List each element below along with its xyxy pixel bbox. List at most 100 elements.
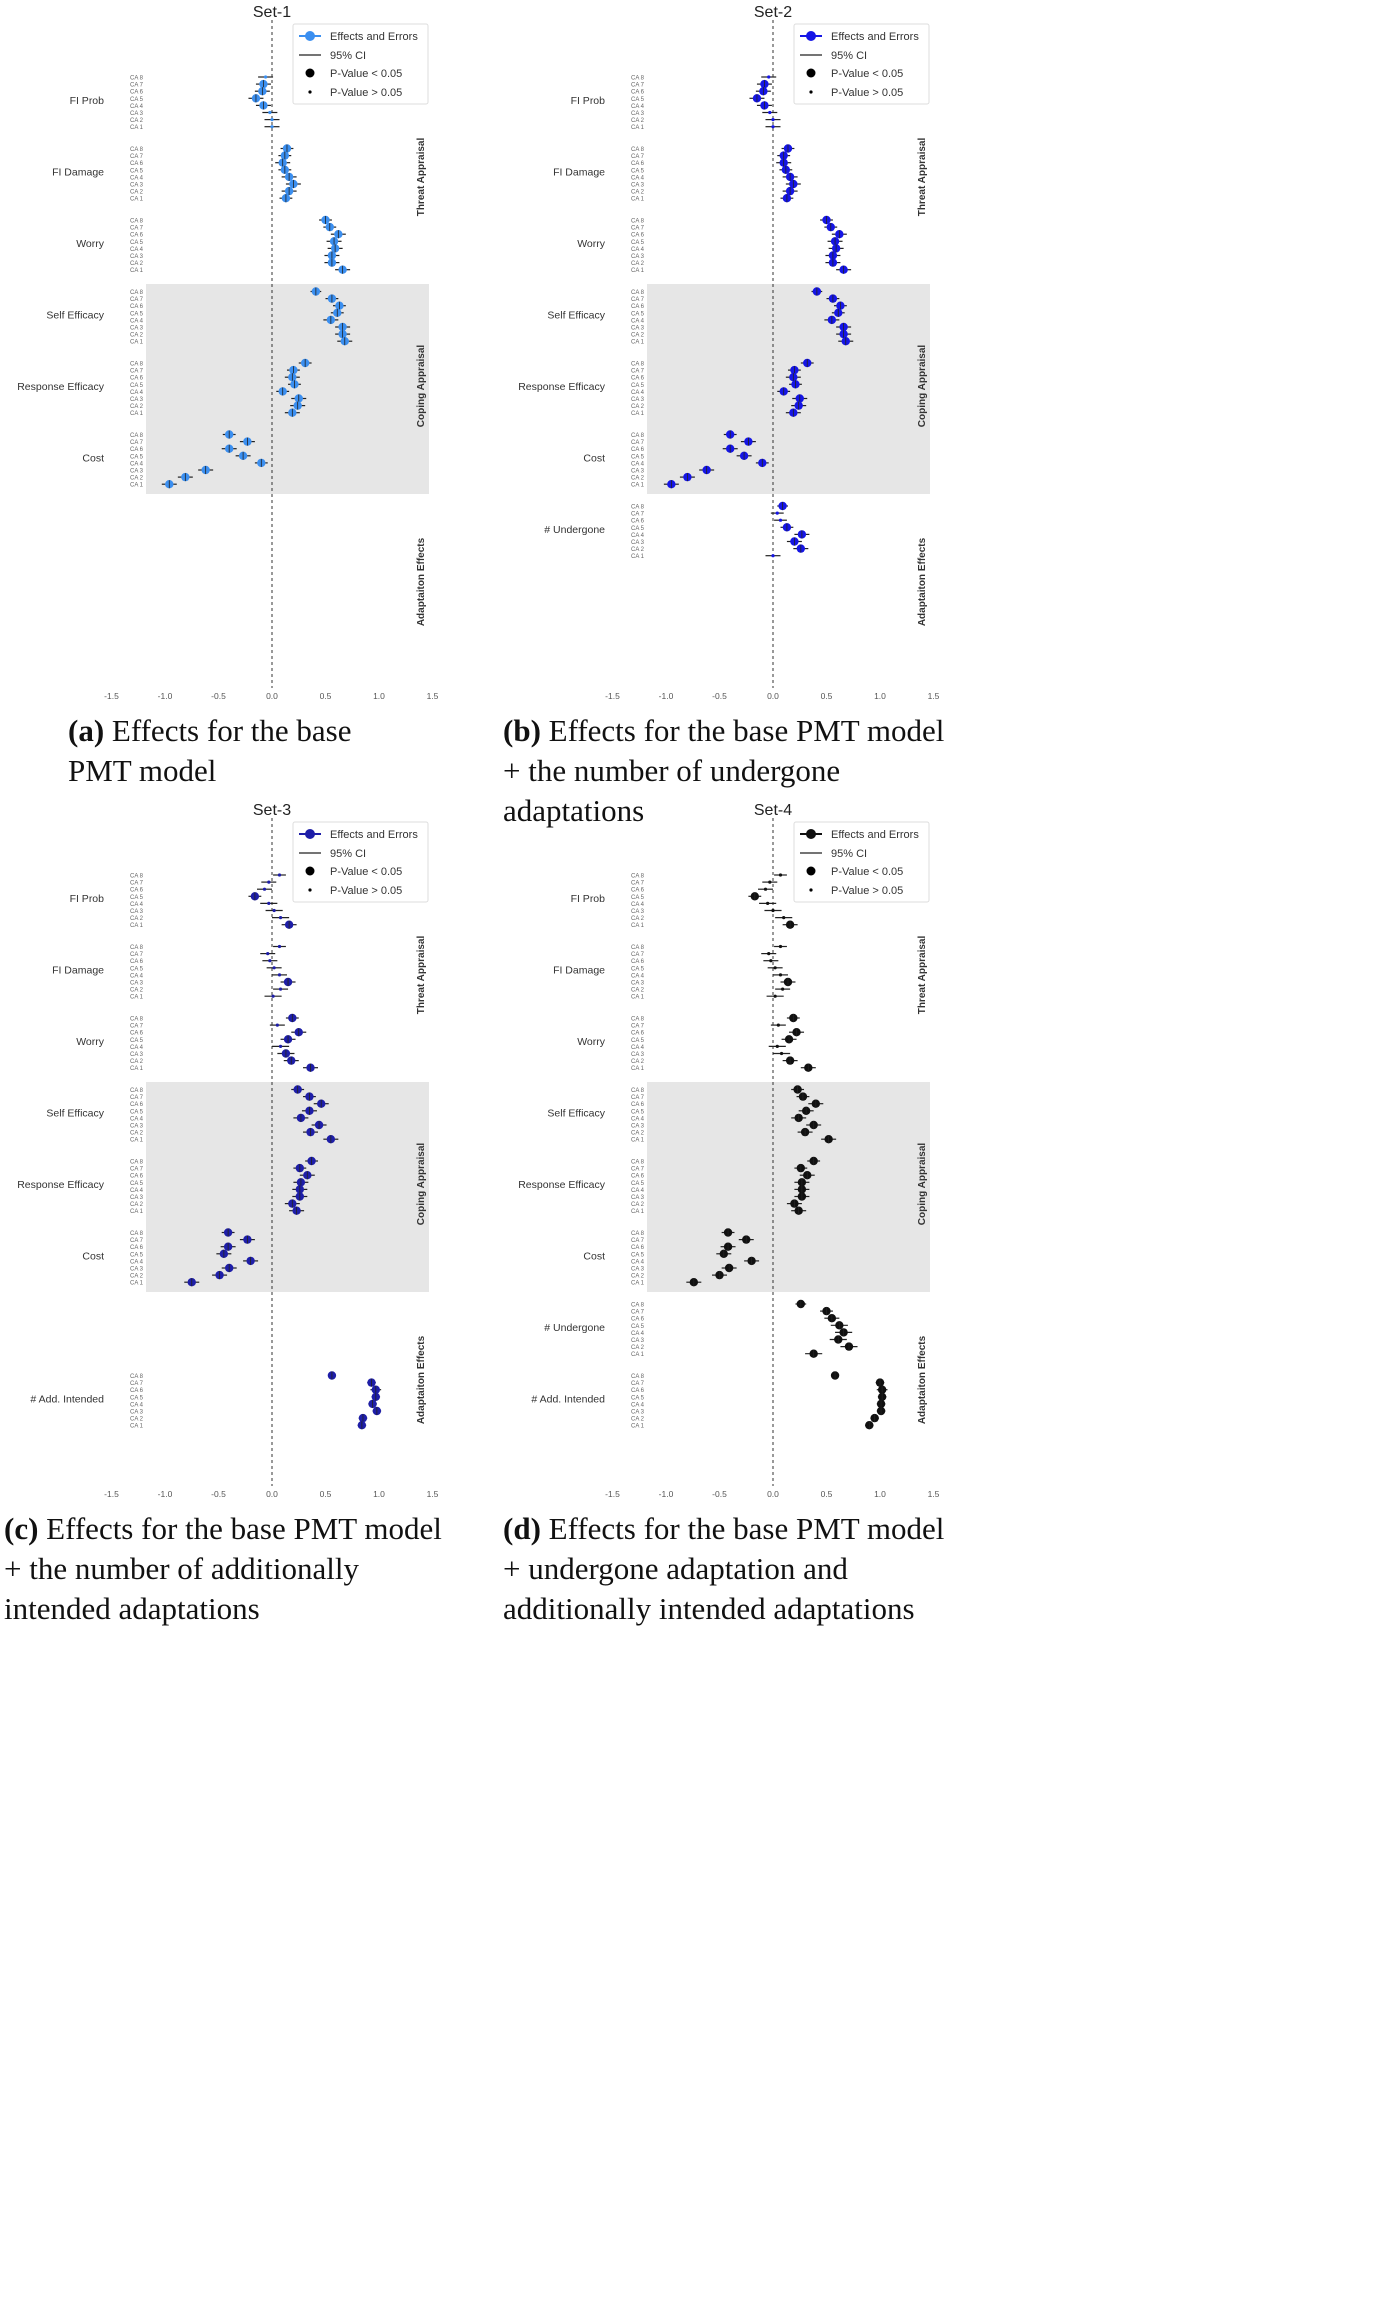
effect-point [267,880,271,884]
group-label: # Add. Intended [30,1394,104,1406]
row-label: CA 4 [631,973,645,979]
row-label: CA 6 [130,1388,144,1394]
row-label: CA 8 [631,1374,645,1380]
row-label: CA 2 [631,1131,645,1137]
x-tick-label: -1.5 [104,691,119,701]
row-label: CA 5 [631,1324,645,1330]
group-label: Worry [577,1036,606,1048]
group-label: Response Efficacy [17,1179,105,1191]
group-label: Self Efficacy [46,310,104,322]
row-label: CA 7 [130,440,144,446]
effect-point [270,118,274,122]
row-label: CA 3 [631,981,645,987]
row-label: CA 4 [130,175,144,181]
legend-marker [305,68,315,78]
row-label: CA 2 [631,1274,645,1280]
legend-label: P-Value > 0.05 [330,885,402,897]
caption-label: (b) [503,713,541,748]
row-label: CA 6 [130,959,144,965]
group-label: FI Prob [571,95,606,107]
row-label: CA 8 [631,945,645,951]
row-label: CA 3 [130,909,144,915]
row-label: CA 8 [130,362,144,368]
legend-label: Effects and Errors [831,829,919,841]
row-label: CA 3 [631,540,645,546]
row-label: CA 5 [631,1109,645,1115]
row-label: CA 8 [631,219,645,225]
effect-point [778,518,783,522]
row-label: CA 4 [631,247,645,253]
row-label: CA 7 [631,952,645,958]
caption-label: (d) [503,1511,541,1546]
group-label: Response Efficacy [518,1179,606,1191]
x-tick-label: -1.5 [104,1489,119,1499]
row-label: CA 2 [631,118,645,124]
x-tick-label: -0.5 [211,1489,226,1499]
row-label: CA 2 [631,333,645,339]
row-label: CA 1 [130,1066,144,1072]
row-label: CA 1 [130,995,144,1001]
row-label: CA 4 [130,1259,144,1265]
row-label: CA 5 [631,895,645,901]
group-label: Worry [76,1036,105,1048]
row-label: CA 7 [130,1167,144,1173]
x-tick-label: 1.0 [373,1489,385,1499]
row-label: CA 6 [631,1102,645,1108]
row-label: CA 8 [631,1017,645,1023]
row-label: CA 5 [631,383,645,389]
group-label: Response Efficacy [17,381,105,393]
row-label: CA 4 [631,1402,645,1408]
row-label: CA 1 [130,1281,144,1287]
row-label: CA 6 [130,447,144,453]
row-label: CA 2 [130,1131,144,1137]
row-label: CA 5 [130,240,144,246]
legend-label: Effects and Errors [831,31,919,43]
row-label: CA 7 [130,952,144,958]
x-tick-label: 0.0 [767,1489,779,1499]
panel-title: Set-2 [754,4,792,21]
row-label: CA 4 [130,1402,144,1408]
row-label: CA 7 [631,369,645,375]
legend-label: P-Value < 0.05 [831,68,903,80]
row-label: CA 4 [631,461,645,467]
effect-point [268,959,272,963]
row-label: CA 3 [631,469,645,475]
group-label: Self Efficacy [547,310,605,322]
group-label: FI Damage [553,965,605,977]
row-label: CA 6 [130,1102,144,1108]
row-label: CA 6 [631,447,645,453]
x-tick-label: -1.0 [158,1489,173,1499]
row-label: CA 5 [631,454,645,460]
row-label: CA 1 [631,125,645,131]
row-label: CA 5 [631,1252,645,1258]
row-label: CA 8 [631,1303,645,1309]
row-label: CA 2 [631,1345,645,1351]
effect-point [268,110,272,115]
caption-d: (d) Effects for the base PMT model + und… [503,1509,963,1629]
row-label: CA 7 [631,1238,645,1244]
effect-point [778,944,783,949]
row-label: CA 3 [130,1195,144,1201]
row-label: CA 4 [130,461,144,467]
group-label: # Undergone [544,1322,605,1334]
row-label: CA 5 [631,1038,645,1044]
group-label: Response Efficacy [518,381,606,393]
row-label: CA 7 [631,881,645,887]
row-label: CA 3 [631,1124,645,1130]
section-label: Coping Appraisal [917,1143,928,1226]
effect-point [275,1023,279,1027]
row-label: CA 8 [130,1231,144,1237]
row-label: CA 1 [130,1138,144,1144]
effect-point [277,873,282,877]
section-label: Adaptaiton Effects [917,1335,928,1424]
row-label: CA 3 [130,397,144,403]
group-label: # Add. Intended [531,1394,605,1406]
x-tick-label: 1.0 [874,1489,886,1499]
row-label: CA 2 [631,916,645,922]
group-label: Self Efficacy [547,1108,605,1120]
row-label: CA 3 [130,1124,144,1130]
row-label: CA 7 [631,1381,645,1387]
row-label: CA 4 [631,902,645,908]
legend-marker [806,866,816,876]
panel-title: Set-1 [253,4,291,21]
